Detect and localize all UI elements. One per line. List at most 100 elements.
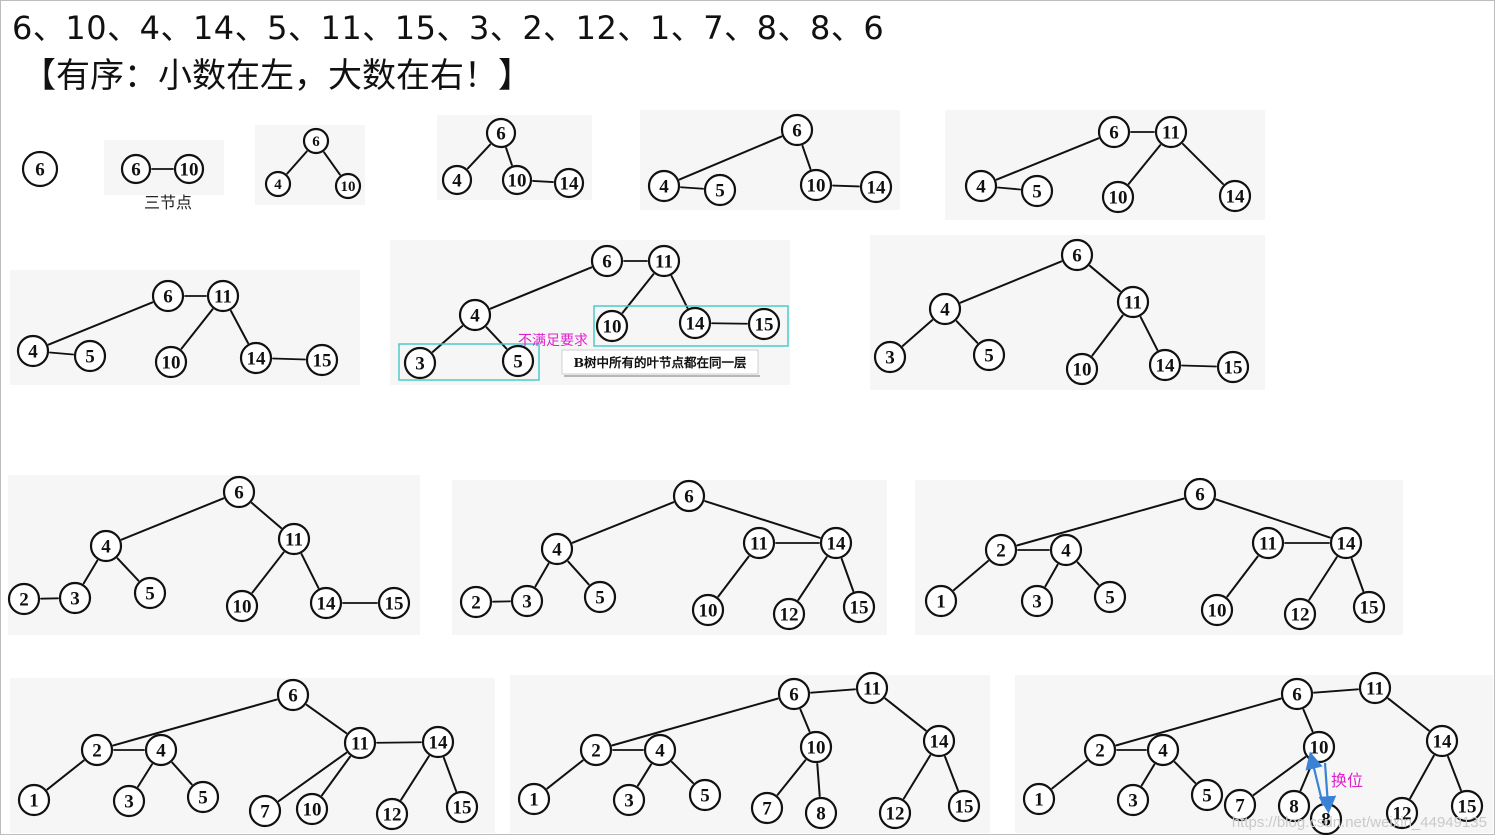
node-circle [485, 117, 517, 149]
node-circle [672, 479, 706, 513]
tree-step-6: 6 11 4 5 10 14 [964, 115, 1252, 214]
s15-edge-3 [1051, 759, 1088, 790]
node-key: 11 [351, 734, 369, 755]
node-key: 11 [863, 679, 881, 700]
node-circle [421, 725, 455, 759]
s12-edge-3 [952, 560, 990, 591]
node-circle [295, 792, 329, 826]
node-circle [1060, 238, 1094, 272]
node-key: 5 [198, 788, 208, 809]
node-key: 12 [780, 605, 799, 626]
node-key: 8 [1289, 797, 1299, 818]
s9-edge-6 [1181, 364, 1217, 368]
node-circle [1116, 285, 1150, 319]
node-key: 4 [156, 741, 166, 762]
s10-edge-2 [82, 559, 99, 585]
node-circle [277, 522, 311, 556]
s13-edge-3 [46, 759, 85, 791]
node-circle [7, 582, 41, 616]
node-key: 4 [452, 171, 462, 192]
node-circle [1251, 526, 1285, 560]
s14-edge-9 [884, 697, 927, 732]
s8-edge-3 [485, 326, 508, 350]
node-key: 10 [162, 353, 181, 374]
s12-edge-5 [1076, 561, 1100, 586]
node-key: 5 [1105, 588, 1115, 609]
s15-edge-0 [1313, 688, 1359, 694]
node-key: 6 [35, 160, 45, 181]
node-key: 10 [180, 160, 199, 181]
node-circle [873, 340, 907, 374]
node-circle [309, 586, 343, 620]
insertion-sequence: 6、10、4、14、5、11、15、3、2、12、1、7、8、8、6 [12, 9, 885, 47]
node-key: 6 [131, 160, 141, 181]
s13-edge-4 [137, 763, 153, 788]
ordering-rule: 【有序：小数在左，大数在右！】 [22, 56, 532, 96]
node-key: 5 [715, 181, 725, 202]
node-circle [517, 782, 551, 816]
node-circle [1450, 789, 1484, 823]
node-key: 6 [1292, 685, 1302, 706]
s11-edge-1 [704, 500, 821, 539]
node-circle [964, 169, 998, 203]
node-circle [459, 585, 493, 619]
node-circle [688, 778, 722, 812]
s11-edge-2 [534, 562, 550, 588]
s6-edge-1 [995, 137, 1100, 181]
node-key: 10 [1208, 601, 1227, 622]
node-circle [1218, 179, 1252, 213]
tree-step-15: 6 11 2 4 10 14 1 3 5 7 8 8 12 15 [1022, 671, 1484, 835]
node-circle [595, 309, 629, 343]
s15-edge-6 [1302, 708, 1314, 733]
node-key: 1 [1034, 790, 1044, 811]
node-circle [225, 589, 259, 623]
node-key: 5 [145, 584, 155, 605]
s5-edge-3 [832, 184, 860, 188]
node-circle [58, 581, 92, 615]
node-circle [334, 172, 362, 200]
node-key: 3 [624, 791, 634, 812]
node-key: 11 [655, 252, 673, 273]
node-key: 1 [29, 791, 39, 812]
node-circle [583, 580, 617, 614]
node-key: 11 [1124, 293, 1142, 314]
s12-edge-4 [1044, 563, 1059, 588]
tree-step-2: 6 10 [120, 153, 205, 185]
node-circle [678, 306, 712, 340]
node-circle [612, 783, 646, 817]
node-circle [1183, 477, 1217, 511]
node-key: 4 [28, 342, 38, 363]
node-key: 10 [341, 179, 356, 195]
s13-edge-7 [277, 751, 348, 803]
node-key: 2 [1095, 741, 1105, 762]
node-circle [302, 127, 330, 155]
node-circle [799, 730, 833, 764]
watermark: https://blog.csdn.net/weixin_44949135 [1231, 814, 1487, 831]
node-circle [377, 586, 411, 620]
node-key: 3 [1128, 791, 1138, 812]
node-circle [750, 791, 784, 825]
node-circle [1148, 348, 1182, 382]
s15-edge-7 [1252, 756, 1307, 796]
node-circle [510, 584, 544, 618]
node-circle [540, 532, 574, 566]
s15-edge-1 [1115, 697, 1282, 747]
s9-edge-2 [901, 319, 934, 347]
node-key: 14 [686, 314, 706, 335]
node-key: 10 [699, 601, 718, 622]
tree-step-5: 6 4 5 10 14 [647, 113, 893, 207]
tree-step-3: 6 4 10 [264, 127, 362, 200]
node-key: 5 [513, 352, 523, 373]
node-key: 6 [496, 124, 506, 145]
s6-edge-3 [1182, 143, 1224, 185]
tree-step-14: 6 11 2 4 10 14 1 3 5 7 8 12 15 [517, 671, 981, 830]
node-key: 14 [1156, 356, 1176, 377]
node-circle [878, 796, 912, 830]
node-key: 3 [70, 589, 80, 610]
node-key: 10 [1073, 360, 1092, 381]
node-key: 12 [886, 804, 905, 825]
s3-edge-1 [323, 151, 341, 176]
node-circle [276, 678, 310, 712]
node-circle [1065, 352, 1099, 386]
s8-edge-2 [431, 325, 464, 353]
